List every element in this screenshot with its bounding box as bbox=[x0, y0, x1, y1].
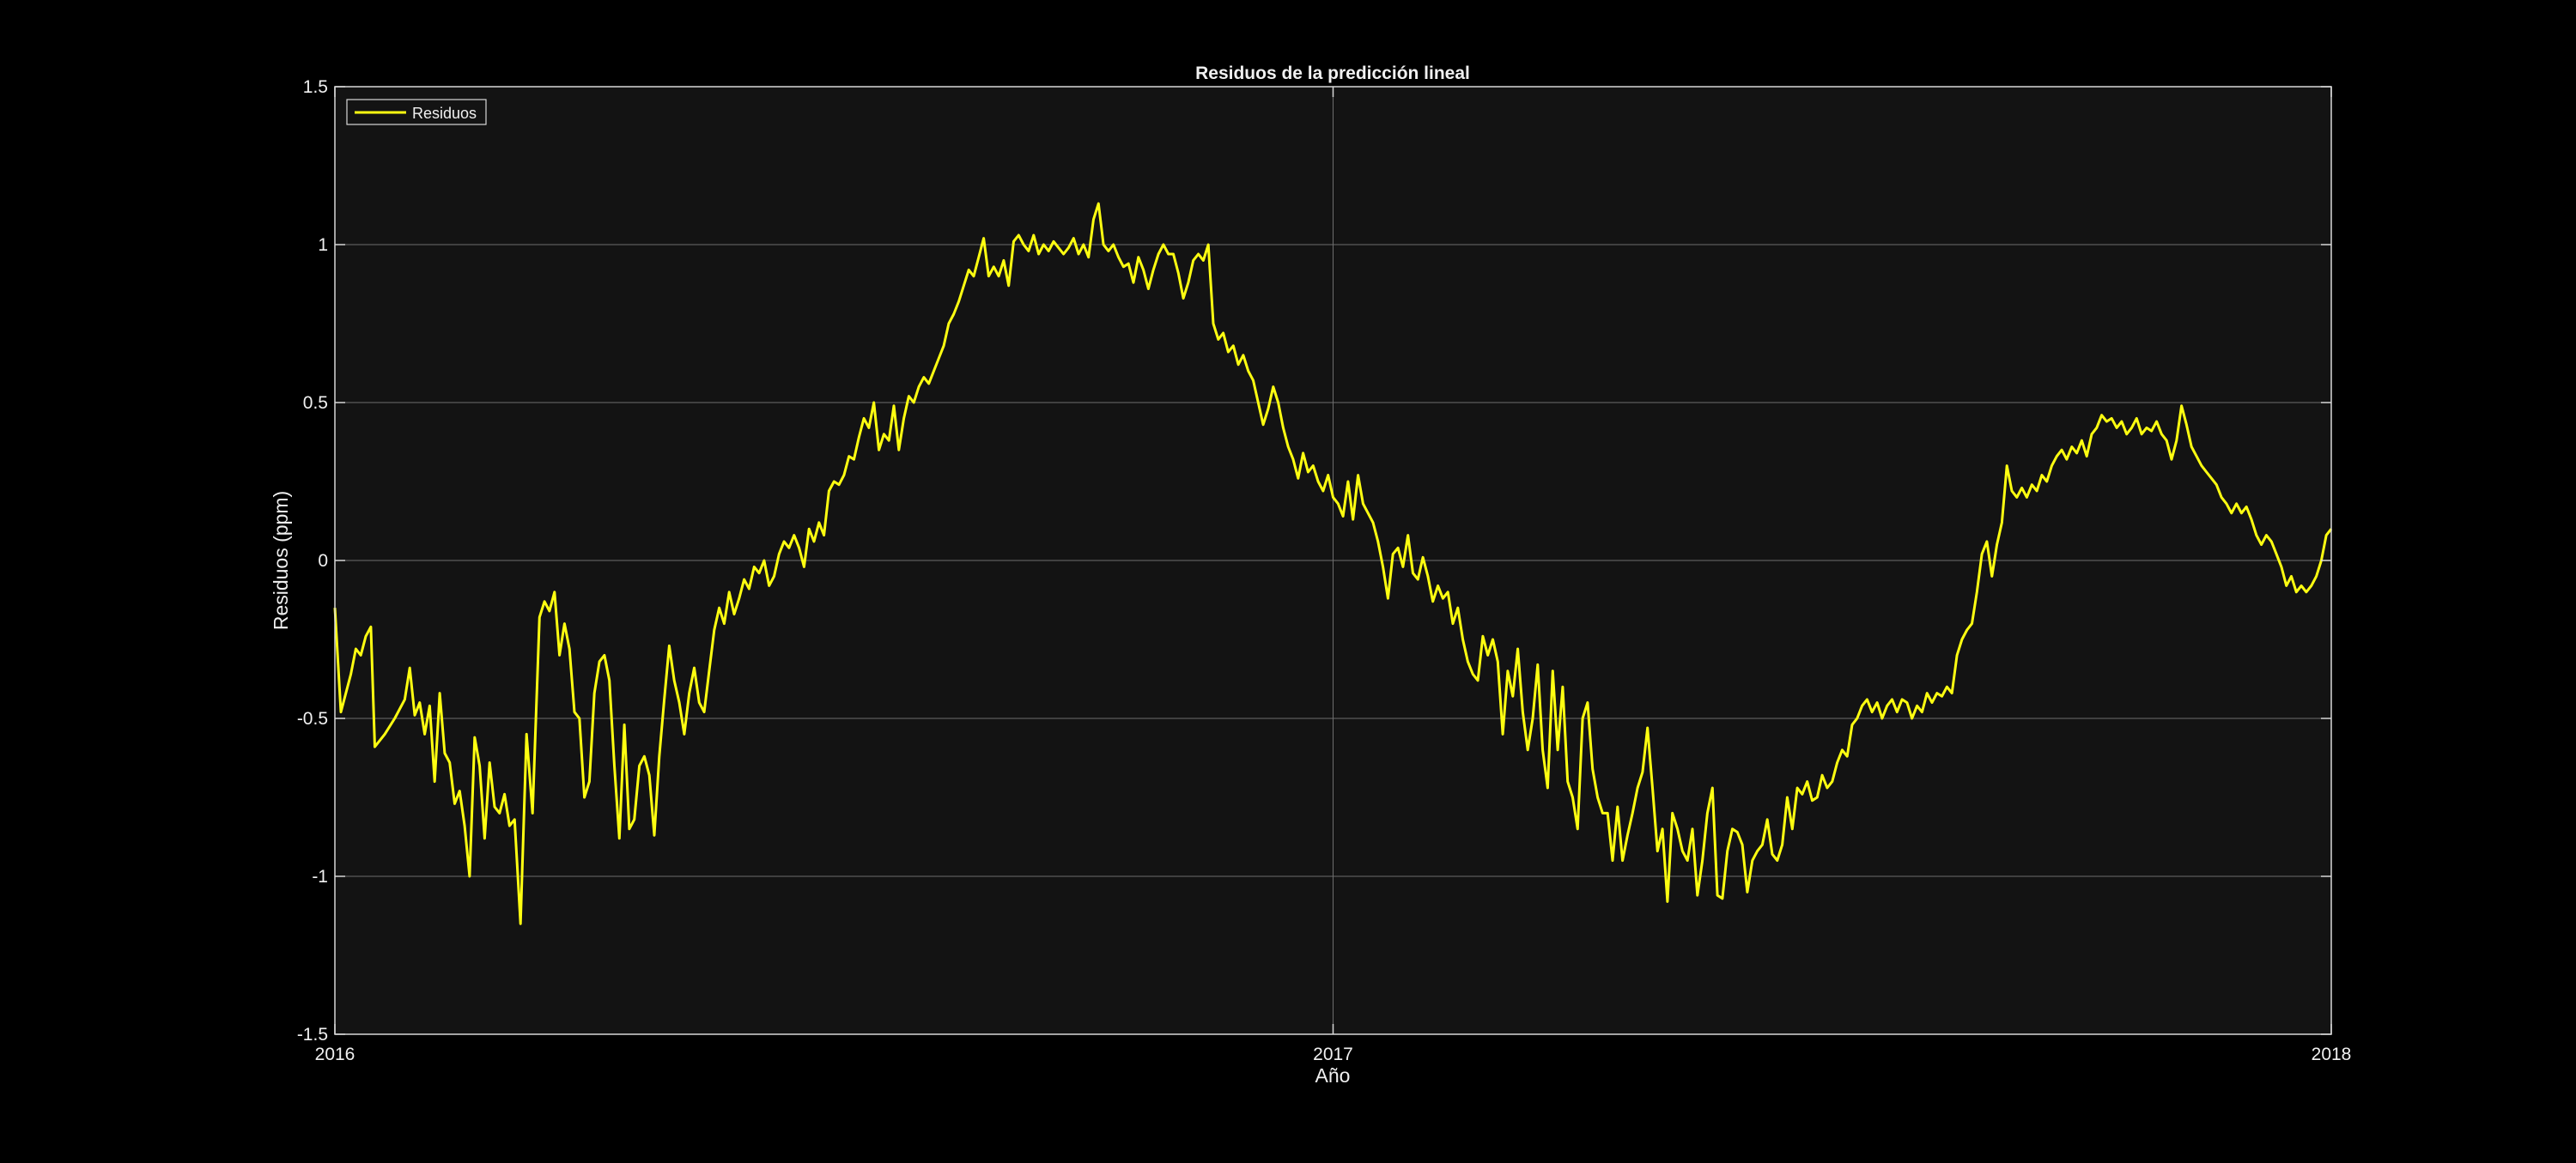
chart-title: Residuos de la predicción lineal bbox=[1195, 64, 1470, 83]
tick-labels: -1.5 -1 -0.5 0 0.5 1 1.5 2016 2017 2018 bbox=[297, 77, 2352, 1064]
y-tick-label: -1.5 bbox=[297, 1025, 328, 1045]
grid-lines bbox=[335, 87, 2331, 1034]
x-tick-label: 2018 bbox=[2312, 1045, 2352, 1064]
series-layer bbox=[333, 202, 2333, 925]
x-axis-label: Año bbox=[1315, 1064, 1351, 1087]
legend-box bbox=[346, 99, 487, 125]
x-tick-label: 2017 bbox=[1313, 1045, 1353, 1064]
y-axis-label: Residuos (ppm) bbox=[270, 491, 292, 630]
y-tick-label: 1.5 bbox=[303, 77, 328, 97]
legend-label-residuos: Residuos bbox=[412, 105, 477, 122]
y-tick-label: 0.5 bbox=[303, 393, 328, 413]
series-line-residuos bbox=[333, 202, 2333, 925]
y-tick-label: 1 bbox=[318, 235, 328, 255]
x-tick-label: 2016 bbox=[315, 1045, 355, 1064]
y-tick-label: 0 bbox=[318, 551, 328, 571]
y-tick-label: -1 bbox=[312, 867, 328, 887]
y-tick-label: -0.5 bbox=[297, 709, 328, 729]
legend: Residuos bbox=[346, 99, 487, 125]
